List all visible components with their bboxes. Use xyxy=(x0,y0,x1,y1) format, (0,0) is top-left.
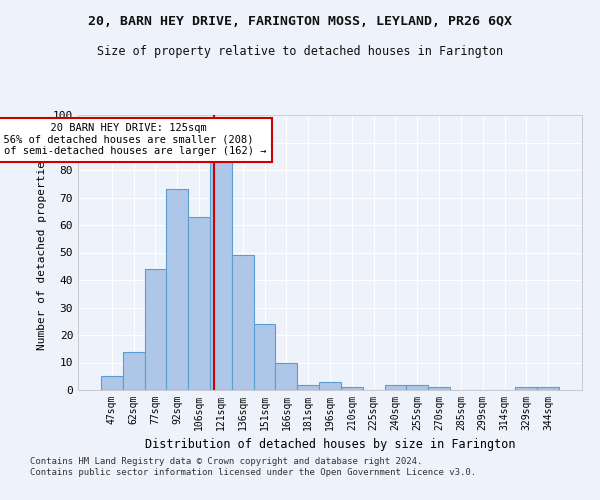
Bar xyxy=(275,362,297,390)
Bar xyxy=(254,324,275,390)
Bar xyxy=(101,376,123,390)
Text: Contains HM Land Registry data © Crown copyright and database right 2024.
Contai: Contains HM Land Registry data © Crown c… xyxy=(30,458,476,477)
Bar xyxy=(232,255,254,390)
Bar xyxy=(385,384,406,390)
Bar xyxy=(428,387,450,390)
Bar xyxy=(537,387,559,390)
Bar xyxy=(210,162,232,390)
Text: 20 BARN HEY DRIVE: 125sqm
← 56% of detached houses are smaller (208)
44% of semi: 20 BARN HEY DRIVE: 125sqm ← 56% of detac… xyxy=(0,123,266,156)
Bar xyxy=(145,269,166,390)
Text: 20, BARN HEY DRIVE, FARINGTON MOSS, LEYLAND, PR26 6QX: 20, BARN HEY DRIVE, FARINGTON MOSS, LEYL… xyxy=(88,15,512,28)
Bar xyxy=(188,217,210,390)
Y-axis label: Number of detached properties: Number of detached properties xyxy=(37,154,47,350)
Bar xyxy=(123,352,145,390)
Bar xyxy=(515,387,537,390)
Bar xyxy=(319,382,341,390)
X-axis label: Distribution of detached houses by size in Farington: Distribution of detached houses by size … xyxy=(145,438,515,452)
Bar xyxy=(297,384,319,390)
Text: Size of property relative to detached houses in Farington: Size of property relative to detached ho… xyxy=(97,45,503,58)
Bar xyxy=(166,189,188,390)
Bar xyxy=(406,384,428,390)
Bar xyxy=(341,387,363,390)
